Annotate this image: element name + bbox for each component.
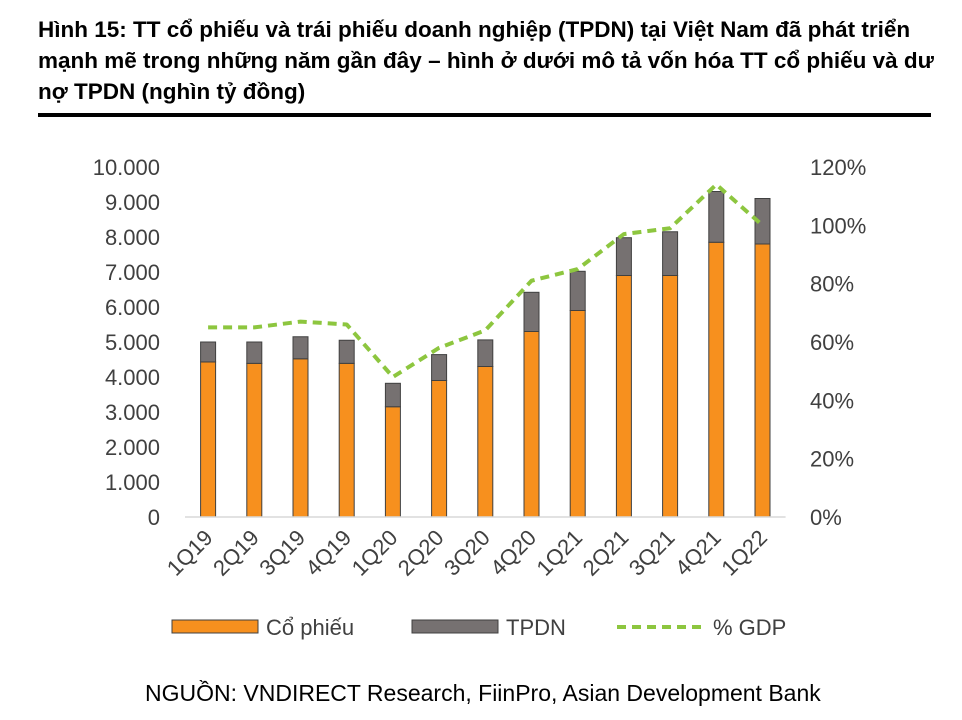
gdp-line-series bbox=[208, 182, 764, 379]
y-left-tick-label: 6.000 bbox=[105, 295, 160, 320]
y-right-tick-label: 40% bbox=[810, 388, 854, 413]
bar-tpdn bbox=[523, 291, 540, 333]
bar-tpdn bbox=[477, 339, 494, 367]
bar-tpdn bbox=[292, 336, 309, 360]
y-left-tick-label: 10.000 bbox=[93, 155, 160, 180]
bar-tpdn bbox=[246, 341, 263, 364]
bar-co-phieu bbox=[754, 243, 771, 518]
bar-co-phieu bbox=[615, 275, 632, 518]
y-left-tick-label: 8.000 bbox=[105, 225, 160, 250]
stacked-bar-chart: 0 1.000 2.000 3.000 4.000 5.000 6.000 7.000 8.00… bbox=[93, 155, 867, 640]
bar-series bbox=[200, 191, 771, 518]
bar-tpdn bbox=[384, 382, 401, 408]
y-right-tick-label: 80% bbox=[810, 272, 854, 297]
gdp-line bbox=[208, 182, 764, 379]
bar-co-phieu bbox=[338, 362, 355, 518]
legend-swatch-tpdn bbox=[411, 619, 499, 634]
y-left-tick-label: 4.000 bbox=[105, 365, 160, 390]
x-tick-label: 2Q20 bbox=[393, 525, 449, 581]
bar-co-phieu bbox=[200, 361, 217, 518]
bar-tpdn bbox=[200, 341, 217, 363]
x-tick-label: 3Q20 bbox=[439, 525, 495, 581]
bar-tpdn bbox=[708, 191, 725, 243]
legend: Cổ phiếu TPDN % GDP bbox=[171, 615, 786, 640]
y-right-tick-label: 60% bbox=[810, 330, 854, 355]
x-axis-labels: 1Q192Q193Q194Q191Q202Q203Q204Q201Q212Q21… bbox=[162, 525, 772, 581]
x-tick-label: 1Q21 bbox=[531, 525, 587, 581]
source-note: NGUỒN: VNDIRECT Research, FiinPro, Asian… bbox=[145, 680, 821, 706]
figure-title: Hình 15: TT cổ phiếu và trái phiếu doanh… bbox=[38, 17, 934, 104]
bar-co-phieu bbox=[384, 406, 401, 518]
x-tick-label: 2Q19 bbox=[208, 525, 264, 581]
bar-tpdn bbox=[431, 354, 448, 382]
x-tick-label: 3Q21 bbox=[624, 525, 680, 581]
bar-co-phieu bbox=[708, 241, 725, 518]
legend-swatch-co-phieu bbox=[171, 619, 259, 634]
y-right-tick-label: 120% bbox=[810, 155, 866, 180]
title-rule bbox=[38, 113, 931, 117]
y-left-tick-label: 0 bbox=[148, 505, 160, 530]
legend-label-gdp: % GDP bbox=[713, 615, 786, 640]
x-tick-label: 1Q19 bbox=[162, 525, 218, 581]
y-left-tick-label: 9.000 bbox=[105, 190, 160, 215]
bar-co-phieu bbox=[246, 362, 263, 518]
x-tick-label: 1Q22 bbox=[716, 525, 772, 581]
bar-tpdn bbox=[338, 339, 355, 364]
y-left-tick-label: 5.000 bbox=[105, 330, 160, 355]
bar-co-phieu bbox=[569, 310, 586, 518]
y-right-tick-label: 100% bbox=[810, 213, 866, 238]
x-tick-label: 2Q21 bbox=[578, 525, 634, 581]
bar-co-phieu bbox=[477, 366, 494, 518]
y-right-tick-label: 0% bbox=[810, 505, 842, 530]
bar-tpdn bbox=[615, 237, 632, 276]
y-right-tick-label: 20% bbox=[810, 447, 854, 472]
legend-label-tpdn: TPDN bbox=[506, 615, 566, 640]
bar-tpdn bbox=[569, 270, 586, 312]
y-left-tick-label: 7.000 bbox=[105, 260, 160, 285]
y-left-tick-label: 2.000 bbox=[105, 435, 160, 460]
bar-tpdn bbox=[662, 231, 679, 276]
bar-co-phieu bbox=[431, 380, 448, 518]
x-tick-label: 4Q21 bbox=[670, 525, 726, 581]
legend-label-co-phieu: Cổ phiếu bbox=[266, 615, 354, 640]
y-left-tick-label: 3.000 bbox=[105, 400, 160, 425]
x-tick-label: 1Q20 bbox=[347, 525, 403, 581]
y-axis-right: 0% 20% 40% 60% 80% 100% 120% bbox=[810, 155, 866, 530]
x-tick-label: 4Q19 bbox=[300, 525, 356, 581]
bar-co-phieu bbox=[523, 331, 540, 518]
y-axis-left: 0 1.000 2.000 3.000 4.000 5.000 6.000 7.000 8.00… bbox=[93, 155, 160, 530]
bar-co-phieu bbox=[662, 275, 679, 518]
x-tick-label: 3Q19 bbox=[254, 525, 310, 581]
bar-co-phieu bbox=[292, 358, 309, 518]
x-tick-label: 4Q20 bbox=[485, 525, 541, 581]
y-left-tick-label: 1.000 bbox=[105, 470, 160, 495]
